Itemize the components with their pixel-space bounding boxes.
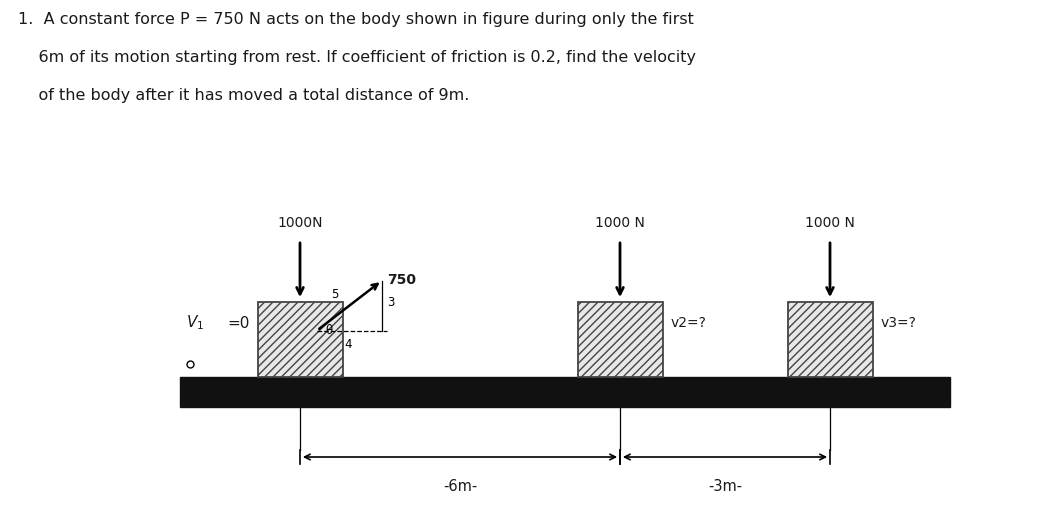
Text: 1000N: 1000N <box>277 216 322 230</box>
Text: of the body after it has moved a total distance of 9m.: of the body after it has moved a total d… <box>18 88 469 103</box>
Bar <box>258 302 342 377</box>
Text: 4: 4 <box>344 338 351 352</box>
Text: -6m-: -6m- <box>443 479 477 494</box>
Text: θ: θ <box>325 325 332 337</box>
Bar <box>180 377 950 407</box>
Text: v3=?: v3=? <box>880 316 917 330</box>
Text: 1.  A constant force P = 750 N acts on the body shown in figure during only the : 1. A constant force P = 750 N acts on th… <box>18 12 694 27</box>
Text: 1000 N: 1000 N <box>805 216 855 230</box>
Text: 1000 N: 1000 N <box>596 216 645 230</box>
Text: -3m-: -3m- <box>708 479 742 494</box>
Text: 750: 750 <box>387 273 416 288</box>
Text: 6m of its motion starting from rest. If coefficient of friction is 0.2, find the: 6m of its motion starting from rest. If … <box>18 50 696 65</box>
Text: $V_1$: $V_1$ <box>186 314 203 332</box>
Text: v2=?: v2=? <box>671 316 706 330</box>
Bar <box>578 302 662 377</box>
Text: 3: 3 <box>387 295 394 309</box>
Bar <box>787 302 873 377</box>
Text: =0: =0 <box>227 315 250 331</box>
Text: 5: 5 <box>332 288 339 301</box>
